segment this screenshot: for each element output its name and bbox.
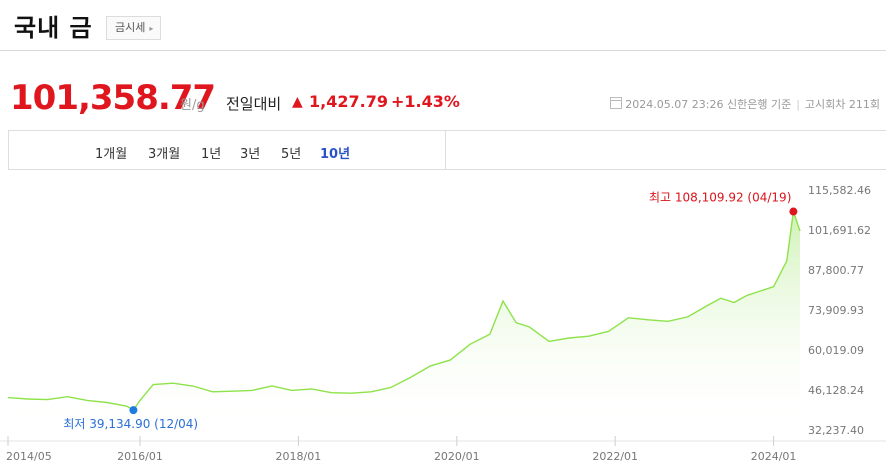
tab-5-years[interactable]: 5년: [281, 147, 302, 162]
x-tick-label: 2016/01: [117, 450, 163, 463]
price-date: 2024.05.07 23:26: [625, 98, 724, 111]
period-tab-group: 1개월 3개월 1년 3년 5년 10년: [9, 131, 446, 169]
x-tick-label: 2018/01: [276, 450, 322, 463]
y-tick-label: 73,909.93: [808, 304, 864, 317]
tab-3-months[interactable]: 3개월: [148, 147, 181, 162]
y-tick-label: 32,237.40: [808, 424, 864, 437]
period-tabs: 1개월 3개월 1년 3년 5년 10년: [8, 130, 886, 170]
y-tick-label: 87,800.77: [808, 264, 864, 277]
page-title: 국내 금: [14, 14, 93, 42]
chevron-right-icon: ▸: [149, 24, 154, 33]
y-tick-label: 60,019.09: [808, 344, 864, 357]
price-source: 신한은행 기준: [726, 98, 792, 111]
price-info: 2024.05.07 23:26 신한은행 기준 | 고시회차 211회: [610, 96, 880, 112]
high-marker: [789, 207, 798, 216]
tab-1-month[interactable]: 1개월: [95, 147, 128, 162]
tab-3-years[interactable]: 3년: [240, 147, 261, 162]
low-marker: [129, 406, 138, 415]
price-line: [7, 211, 801, 412]
tab-1-year[interactable]: 1년: [201, 147, 222, 162]
price-summary: 101,358.77 원/g 전일대비 ▲ 1,427.79 +1.43% 20…: [0, 74, 886, 124]
up-triangle-icon: ▲: [292, 94, 303, 110]
change-percent: +1.43%: [391, 92, 460, 111]
gold-price-dropdown[interactable]: 금시세 ▸: [106, 16, 162, 40]
notice-round: 고시회차 211회: [804, 98, 880, 111]
high-label: 최고 108,109.92 (04/19): [649, 191, 791, 205]
x-tick-label: 2020/01: [434, 450, 480, 463]
change-value: 1,427.79: [309, 92, 388, 111]
price-area: [8, 211, 800, 430]
y-tick-label: 46,128.24: [808, 384, 864, 397]
current-price: 101,358.77: [10, 78, 216, 118]
dropdown-label: 금시세: [115, 21, 146, 34]
price-chart: 115,582.46 101,691.62 87,800.77 73,909.93 60…: [0, 184, 886, 463]
price-unit: 원/g: [180, 98, 205, 113]
y-tick-label: 101,691.62: [808, 224, 871, 237]
x-tick-label: 2024/01: [751, 450, 797, 463]
calendar-icon: [610, 97, 623, 109]
low-label: 최저 39,134.90 (12/04): [63, 417, 198, 431]
page-header: 국내 금 금시세 ▸: [0, 0, 886, 51]
tab-10-years[interactable]: 10년: [320, 147, 351, 162]
x-tick-label: 2022/01: [592, 450, 638, 463]
change-label: 전일대비: [226, 95, 282, 113]
x-tick-label: 2014/05: [6, 450, 52, 463]
y-tick-label: 115,582.46: [808, 184, 871, 197]
